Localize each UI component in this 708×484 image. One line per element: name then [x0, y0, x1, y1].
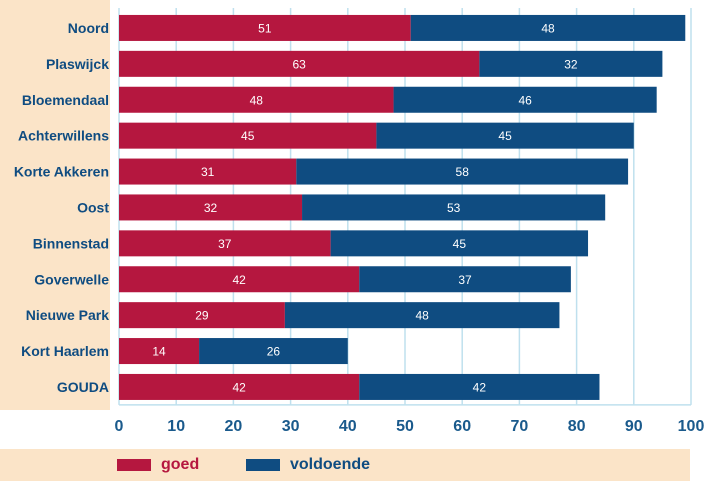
x-tick-label-50: 50 [396, 418, 414, 435]
x-tick-labels: 0 10 20 30 40 50 60 70 80 90 100 [115, 418, 705, 435]
bar-voldoende-plaswijck [479, 50, 663, 77]
category-label-korte-akkeren: Korte Akkeren [14, 164, 109, 180]
data-label-voldoende-goverwelle: 37 [458, 273, 472, 287]
category-label-gouda: GOUDA [57, 379, 109, 395]
x-tick-label-60: 60 [453, 418, 471, 435]
bar-voldoende-goverwelle [359, 266, 571, 293]
bar-voldoende-bloemendaal [393, 86, 657, 113]
bar-goed-oost [119, 194, 303, 221]
data-label-voldoende-gouda: 42 [473, 380, 487, 394]
data-label-goed-gouda: 42 [232, 380, 246, 394]
category-label-binnenstad: Binnenstad [33, 235, 109, 251]
legend-label-voldoende: voldoende [290, 456, 371, 473]
category-label-oost: Oost [77, 199, 109, 215]
legend: goed voldoende [0, 449, 690, 481]
bar-goed-nieuwe-park [119, 302, 285, 329]
bar-goed-achterwillens [119, 122, 377, 149]
data-label-voldoende-oost: 53 [447, 201, 461, 215]
bar-voldoende-binnenstad [330, 230, 589, 257]
data-label-voldoende-bloemendaal: 46 [518, 93, 532, 107]
bar-goed-korte-akkeren [119, 158, 297, 185]
category-axis-band [0, 0, 110, 410]
bar-goed-binnenstad [119, 230, 331, 257]
legend-swatch-goed [117, 459, 151, 471]
bar-goed-gouda [119, 373, 360, 400]
bar-voldoende-nieuwe-park [284, 302, 560, 329]
legend-label-goed: goed [161, 456, 200, 473]
bar-goed-goverwelle [119, 266, 360, 293]
data-label-goed-goverwelle: 42 [232, 273, 246, 287]
data-label-goed-oost: 32 [204, 201, 218, 215]
category-labels: Noord Plaswijck Bloemendaal Achterwillens Ko… [14, 20, 110, 395]
category-label-bloemendaal: Bloemendaal [22, 92, 109, 108]
x-tick-label-0: 0 [115, 418, 124, 435]
data-label-goed-nieuwe-park: 29 [195, 309, 209, 323]
category-label-nieuwe-park: Nieuwe Park [26, 307, 109, 323]
data-label-voldoende-korte-akkeren: 58 [456, 165, 470, 179]
x-tick-label-80: 80 [568, 418, 586, 435]
x-tick-label-30: 30 [282, 418, 300, 435]
x-tick-label-10: 10 [167, 418, 185, 435]
x-tick-label-90: 90 [625, 418, 643, 435]
legend-swatch-voldoende [246, 459, 280, 471]
bars: 51 48 63 32 48 46 45 45 31 58 32 53 37 45 42 37 29 48 14 26… [119, 14, 686, 400]
bar-voldoende-oost [302, 194, 606, 221]
data-label-goed-achterwillens: 45 [241, 129, 255, 143]
bar-voldoende-korte-akkeren [296, 158, 629, 185]
bar-voldoende-noord [410, 14, 686, 41]
category-label-noord: Noord [68, 20, 109, 36]
bar-voldoende-achterwillens [376, 122, 634, 149]
data-label-goed-kort-haarlem: 14 [152, 345, 166, 359]
bar-goed-noord [119, 14, 411, 41]
category-label-kort-haarlem: Kort Haarlem [21, 343, 109, 359]
category-label-plaswijck: Plaswijck [46, 56, 109, 72]
x-tick-label-70: 70 [511, 418, 529, 435]
bar-goed-bloemendaal [119, 86, 394, 113]
category-label-achterwillens: Achterwillens [18, 128, 109, 144]
bar-voldoende-gouda [359, 373, 600, 400]
bar-voldoende-kort-haarlem [199, 338, 348, 365]
data-label-goed-noord: 51 [258, 21, 272, 35]
data-label-voldoende-kort-haarlem: 26 [267, 345, 281, 359]
x-tick-label-40: 40 [339, 418, 357, 435]
category-label-goverwelle: Goverwelle [34, 271, 109, 287]
bar-goed-plaswijck [119, 50, 480, 77]
data-label-goed-plaswijck: 63 [293, 57, 307, 71]
data-label-voldoende-nieuwe-park: 48 [415, 309, 429, 323]
bar-goed-kort-haarlem [119, 338, 200, 365]
data-label-voldoende-binnenstad: 45 [453, 237, 467, 251]
data-label-voldoende-plaswijck: 32 [564, 57, 578, 71]
data-label-voldoende-noord: 48 [541, 21, 555, 35]
x-tick-label-100: 100 [678, 418, 705, 435]
data-label-voldoende-achterwillens: 45 [498, 129, 512, 143]
data-label-goed-binnenstad: 37 [218, 237, 232, 251]
x-tick-label-20: 20 [225, 418, 243, 435]
data-label-goed-bloemendaal: 48 [250, 93, 264, 107]
data-label-goed-korte-akkeren: 31 [201, 165, 215, 179]
